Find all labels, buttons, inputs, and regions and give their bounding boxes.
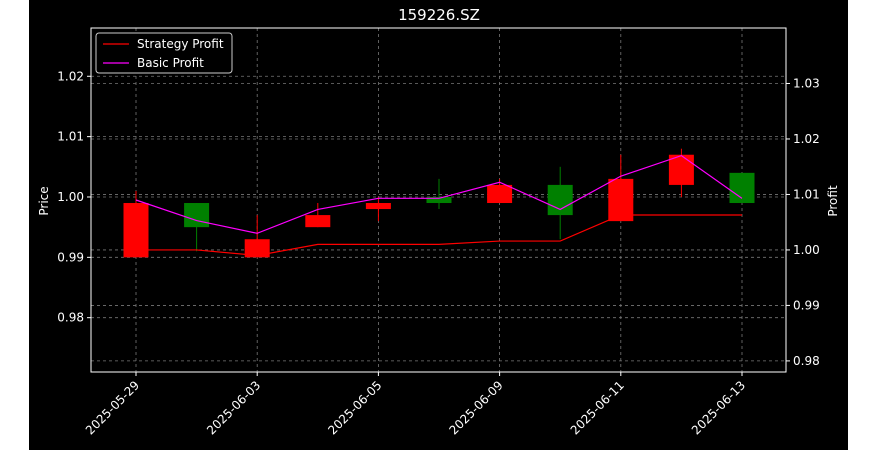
y-tick-label-right: 1.00	[793, 243, 820, 257]
y-tick-label-left: 1.01	[57, 130, 84, 144]
y-tick-label-right: 1.03	[793, 76, 820, 90]
legend-label: Strategy Profit	[137, 37, 224, 51]
candle-body	[487, 184, 513, 204]
candle-body	[608, 178, 634, 222]
x-tick-label: 2025-05-29	[83, 378, 142, 437]
legend-label: Basic Profit	[137, 56, 204, 70]
series-line-basic-profit	[135, 154, 743, 234]
x-tick-label: 2025-06-05	[325, 378, 384, 437]
x-tick-label: 2025-06-03	[204, 378, 263, 437]
candle-body	[305, 215, 331, 228]
candle-body	[729, 172, 755, 204]
candle-body	[547, 184, 573, 216]
y-axis-left-ticks: 0.98 0.99 1.00 1.01 1.02	[57, 69, 91, 325]
candle-body	[123, 203, 149, 258]
legend-box	[95, 32, 233, 74]
candle-body	[365, 203, 391, 210]
plot-frame	[90, 27, 787, 373]
y-axis-label-left: Price	[37, 186, 51, 215]
y-tick-label-right: 1.02	[793, 132, 820, 146]
y-tick-label-left: 0.98	[57, 311, 84, 325]
y-tick-label-right: 1.01	[793, 187, 820, 201]
y-tick-label-left: 1.02	[57, 69, 84, 83]
candle-body	[184, 203, 210, 228]
y-tick-label-right: 0.98	[793, 354, 820, 368]
y-axis-right-ticks: 0.98 0.99 1.00 1.01 1.02 1.03	[786, 76, 820, 368]
series-line-strategy-profit	[136, 214, 742, 257]
candle-body	[426, 196, 452, 204]
x-tick-label: 2025-06-13	[689, 378, 748, 437]
candles	[123, 148, 755, 258]
chart-figure: 159226.SZ Price Profit 0.98 0.99 1.00 1.01 1…	[29, 0, 848, 450]
x-tick-label: 2025-06-11	[568, 378, 627, 437]
y-axis-label-right: Profit	[826, 185, 840, 217]
candle-body	[668, 154, 694, 185]
chart-title: 159226.SZ	[398, 6, 480, 24]
chart-svg: 159226.SZ Price Profit 0.98 0.99 1.00 1.01 1…	[37, 6, 840, 437]
y-tick-label-left: 1.00	[57, 190, 84, 204]
candle-body	[244, 239, 270, 258]
grid-lines	[91, 28, 786, 372]
y-tick-label-left: 0.99	[57, 250, 84, 264]
x-axis-ticks: 2025-05-29 2025-06-03 2025-06-05 2025-06-09…	[83, 372, 748, 437]
y-tick-label-right: 0.99	[793, 298, 820, 312]
x-tick-label: 2025-06-09	[447, 378, 506, 437]
legend: Strategy Profit Basic Profit	[95, 32, 233, 74]
